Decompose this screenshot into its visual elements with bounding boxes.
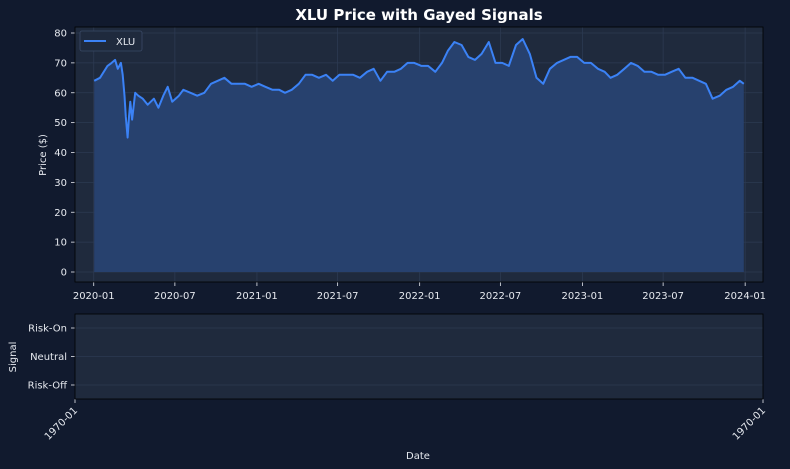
signal-axes-frame xyxy=(74,313,764,400)
series-line-xlu xyxy=(93,38,745,139)
price-x-tick-label: 2022-07 xyxy=(479,291,521,302)
price-y-tick-label: 80 xyxy=(54,29,67,40)
legend-label-xlu: XLU xyxy=(116,37,135,48)
signal-x-axis-label: Date xyxy=(406,451,430,462)
price-x-ticks: 2020-01 2020-07 2021-01 2021-07 2022-01 2022-… xyxy=(73,282,766,302)
price-area xyxy=(94,39,744,272)
price-x-tick-label: 2021-07 xyxy=(317,291,359,302)
chart-title: XLU Price with Gayed Signals xyxy=(295,6,542,24)
price-y-tick-label: 50 xyxy=(54,118,67,129)
signal-y-ticks: Risk-Off Neutral Risk-On xyxy=(28,324,75,392)
price-x-tick-label: 2021-01 xyxy=(236,291,278,302)
price-x-tick-label: 2020-01 xyxy=(73,291,115,302)
signal-y-tick-label: Risk-Off xyxy=(28,381,68,392)
signal-y-tick-label: Neutral xyxy=(30,352,67,363)
signal-grid xyxy=(75,327,763,386)
price-y-tick-label: 30 xyxy=(54,178,67,189)
signal-y-axis-label: Signal xyxy=(8,342,19,373)
price-y-tick-label: 60 xyxy=(54,88,67,99)
price-x-tick-label: 2022-01 xyxy=(399,291,441,302)
price-x-tick-label: 2020-07 xyxy=(154,291,196,302)
legend-box xyxy=(79,30,143,52)
price-y-ticks: 0 10 20 30 40 50 60 70 80 xyxy=(54,29,75,279)
price-x-tick-label: 2023-07 xyxy=(642,291,684,302)
signal-x-ticks: 1970-01 1970-01 xyxy=(43,399,768,443)
signal-x-tick-label: 1970-01 xyxy=(731,405,768,442)
price-y-tick-label: 20 xyxy=(54,208,67,219)
price-y-axis-label: Price ($) xyxy=(38,134,49,176)
signal-x-tick-label: 1970-01 xyxy=(43,405,80,442)
price-y-tick-label: 0 xyxy=(61,268,67,279)
signal-y-tick-label: Risk-On xyxy=(28,324,67,335)
price-y-tick-label: 40 xyxy=(54,148,67,159)
price-y-tick-label: 10 xyxy=(54,238,67,249)
price-axes-frame xyxy=(74,26,764,283)
price-x-tick-label: 2023-01 xyxy=(562,291,604,302)
legend: XLU xyxy=(79,30,143,52)
signal-axes: Risk-Off Neutral Risk-On 1970-01 1970-01 Si… xyxy=(8,313,768,462)
price-y-tick-label: 70 xyxy=(54,58,67,69)
price-x-tick-label: 2024-01 xyxy=(724,291,766,302)
